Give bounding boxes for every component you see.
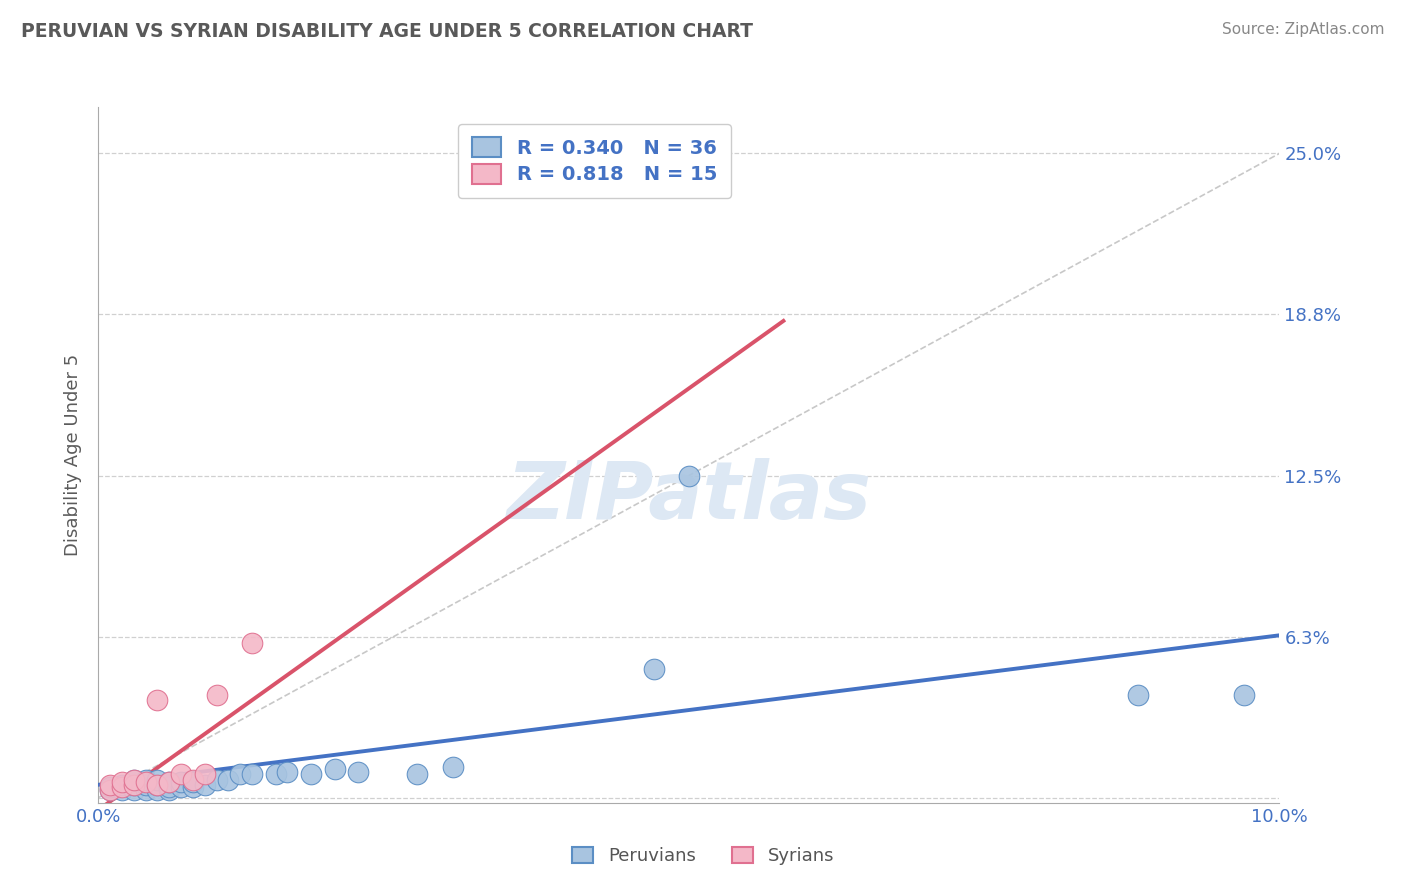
Text: Source: ZipAtlas.com: Source: ZipAtlas.com [1222, 22, 1385, 37]
Point [678, 468, 700, 483]
Point [170, 780, 193, 795]
Text: ZIPatlas: ZIPatlas [506, 458, 872, 536]
Point [135, 778, 157, 792]
Point [406, 767, 429, 781]
Point [111, 780, 134, 795]
Point [240, 636, 263, 650]
Point [170, 775, 193, 789]
Point [194, 778, 217, 792]
Point [98, 783, 121, 797]
Point [1233, 688, 1256, 702]
Point [157, 775, 180, 789]
Point [217, 772, 239, 787]
Point [181, 775, 204, 789]
Point [122, 783, 145, 797]
Point [441, 760, 464, 774]
Y-axis label: Disability Age Under 5: Disability Age Under 5 [65, 354, 83, 556]
Legend: R = 0.340   N = 36, R = 0.818   N = 15: R = 0.340 N = 36, R = 0.818 N = 15 [458, 124, 731, 198]
Point [264, 767, 287, 781]
Point [146, 778, 169, 792]
Point [1126, 688, 1149, 702]
Point [98, 780, 121, 795]
Point [135, 772, 157, 787]
Point [347, 764, 370, 779]
Point [111, 783, 134, 797]
Point [181, 780, 204, 795]
Point [111, 775, 134, 789]
Point [643, 662, 665, 676]
Point [229, 767, 252, 781]
Point [135, 775, 157, 789]
Point [240, 767, 263, 781]
Point [205, 688, 228, 702]
Point [111, 778, 134, 792]
Point [157, 783, 180, 797]
Point [135, 783, 157, 797]
Point [157, 780, 180, 795]
Point [98, 783, 121, 797]
Point [299, 767, 322, 781]
Point [205, 772, 228, 787]
Point [146, 783, 169, 797]
Point [323, 762, 346, 776]
Point [170, 767, 193, 781]
Point [146, 778, 169, 792]
Point [98, 778, 121, 792]
Point [122, 772, 145, 787]
Point [146, 772, 169, 787]
Point [194, 767, 217, 781]
Legend: Peruvians, Syrians: Peruvians, Syrians [562, 838, 844, 874]
Point [122, 778, 145, 792]
Point [276, 764, 298, 779]
Point [146, 692, 169, 706]
Point [122, 778, 145, 792]
Point [181, 772, 204, 787]
Point [157, 775, 180, 789]
Text: PERUVIAN VS SYRIAN DISABILITY AGE UNDER 5 CORRELATION CHART: PERUVIAN VS SYRIAN DISABILITY AGE UNDER … [21, 22, 754, 41]
Point [122, 772, 145, 787]
